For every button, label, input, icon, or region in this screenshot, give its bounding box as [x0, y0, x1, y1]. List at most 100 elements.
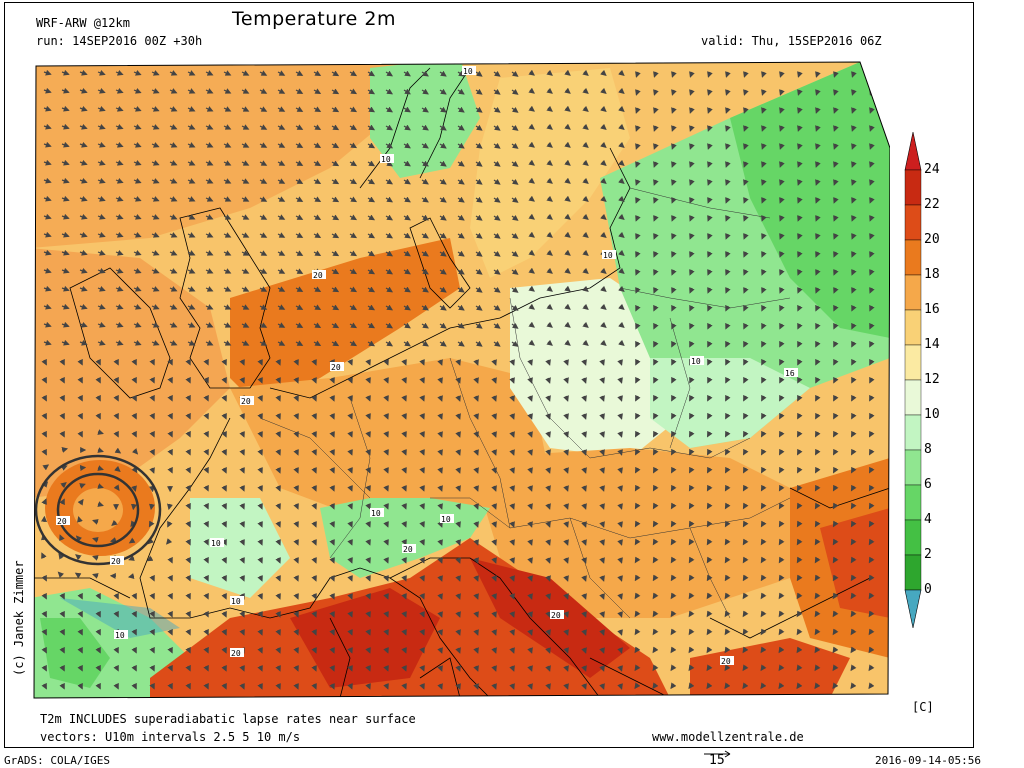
wind-arrow — [439, 142, 447, 149]
wind-arrow — [151, 124, 160, 130]
wind-arrow — [79, 105, 88, 112]
wind-arrow — [582, 159, 589, 166]
timestamp-label: 2016-09-14-05:56 — [875, 754, 981, 767]
wind-arrow — [383, 359, 389, 366]
wind-arrow — [528, 285, 535, 292]
wind-arrow — [421, 160, 429, 167]
wind-arrow — [833, 233, 839, 240]
wind-arrow — [61, 285, 70, 292]
wind-arrow — [97, 69, 106, 76]
wind-arrow — [779, 179, 785, 186]
wind-arrow — [169, 88, 178, 94]
wind-arrow — [277, 196, 286, 202]
wind-arrow — [564, 267, 571, 274]
wind-arrow — [43, 231, 52, 238]
wind-arrow — [349, 232, 358, 239]
wind-arrow — [187, 124, 196, 130]
credit-label: (c) Janek Zimmer — [12, 560, 26, 676]
wind-arrow — [385, 322, 394, 329]
wind-arrow — [133, 106, 142, 112]
isotherm-label: 20 — [56, 516, 70, 526]
wind-arrow — [582, 249, 589, 256]
wind-arrow — [779, 161, 785, 168]
wind-arrow — [779, 322, 785, 330]
wind-arrow — [149, 358, 155, 366]
wind-arrow — [779, 251, 785, 258]
wind-arrow — [241, 232, 250, 238]
wind-arrow — [59, 358, 65, 366]
wind-arrow — [528, 303, 535, 310]
wind-arrow — [367, 250, 376, 257]
wind-arrow — [707, 322, 713, 330]
wind-arrow — [707, 197, 713, 204]
wind-arrow — [257, 359, 263, 366]
wind-arrow — [582, 69, 589, 76]
wind-arrow — [761, 89, 767, 96]
wind-arrow — [367, 178, 376, 185]
wind-arrow — [385, 142, 394, 149]
wind-arrow — [600, 87, 607, 94]
wind-arrow — [169, 196, 178, 202]
colorbar-below-triangle — [904, 589, 922, 629]
wind-arrow — [761, 322, 767, 330]
wind-arrow — [151, 322, 160, 328]
wind-arrow — [546, 159, 553, 166]
wind-arrow — [815, 89, 821, 96]
colorbar-tick-label: 18 — [924, 267, 940, 282]
wind-arrow — [797, 197, 803, 204]
wind-arrow — [349, 340, 358, 347]
wind-arrow — [725, 125, 731, 132]
wind-arrow — [203, 358, 209, 366]
wind-arrow — [223, 214, 232, 220]
wind-arrow — [367, 106, 376, 113]
wind-arrow — [743, 287, 749, 294]
wind-arrow — [833, 197, 839, 204]
wind-arrow — [635, 304, 641, 312]
wind-arrow — [815, 340, 821, 348]
wind-arrow — [43, 195, 52, 202]
website-label: www.modellzentrale.de — [652, 730, 804, 744]
wind-arrow — [528, 159, 535, 166]
wind-arrow — [725, 89, 731, 96]
wind-arrow — [582, 285, 589, 292]
wind-arrow — [475, 70, 483, 77]
wind-arrow — [618, 177, 625, 184]
wind-arrow — [349, 304, 358, 311]
wind-arrow — [725, 107, 731, 114]
wind-arrow — [313, 142, 322, 148]
wind-arrow — [79, 159, 88, 166]
wind-arrow — [169, 160, 178, 166]
wind-arrow — [635, 269, 641, 276]
wind-arrow — [205, 250, 214, 256]
wind-arrow — [205, 232, 214, 238]
svg-text:20: 20 — [57, 517, 67, 526]
wind-arrow — [671, 304, 677, 312]
wind-arrow — [851, 340, 857, 348]
wind-arrow — [618, 339, 625, 346]
wind-arrow — [43, 159, 52, 166]
wind-arrow — [618, 303, 625, 310]
wind-arrow — [815, 304, 821, 312]
wind-arrow — [635, 340, 641, 348]
wind-arrow — [546, 141, 553, 148]
wind-arrow — [169, 124, 178, 130]
wind-arrow — [239, 359, 245, 366]
wind-arrow — [385, 268, 394, 275]
wind-arrow — [618, 285, 625, 292]
wind-arrow — [833, 215, 839, 222]
wind-arrow — [618, 249, 625, 256]
wind-arrow — [528, 105, 535, 112]
wind-arrow — [349, 214, 358, 221]
wind-arrow — [851, 71, 857, 78]
wind-arrow — [277, 250, 286, 256]
wind-arrow — [259, 250, 268, 256]
wind-arrow — [869, 304, 875, 312]
wind-arrow — [725, 251, 731, 258]
wind-arrow — [743, 340, 749, 348]
wind-arrow — [761, 269, 767, 276]
wind-arrow — [725, 179, 731, 186]
wind-arrow — [241, 286, 250, 292]
wind-arrow — [403, 124, 411, 131]
wind-arrow — [689, 89, 695, 96]
wind-arrow — [761, 125, 767, 132]
